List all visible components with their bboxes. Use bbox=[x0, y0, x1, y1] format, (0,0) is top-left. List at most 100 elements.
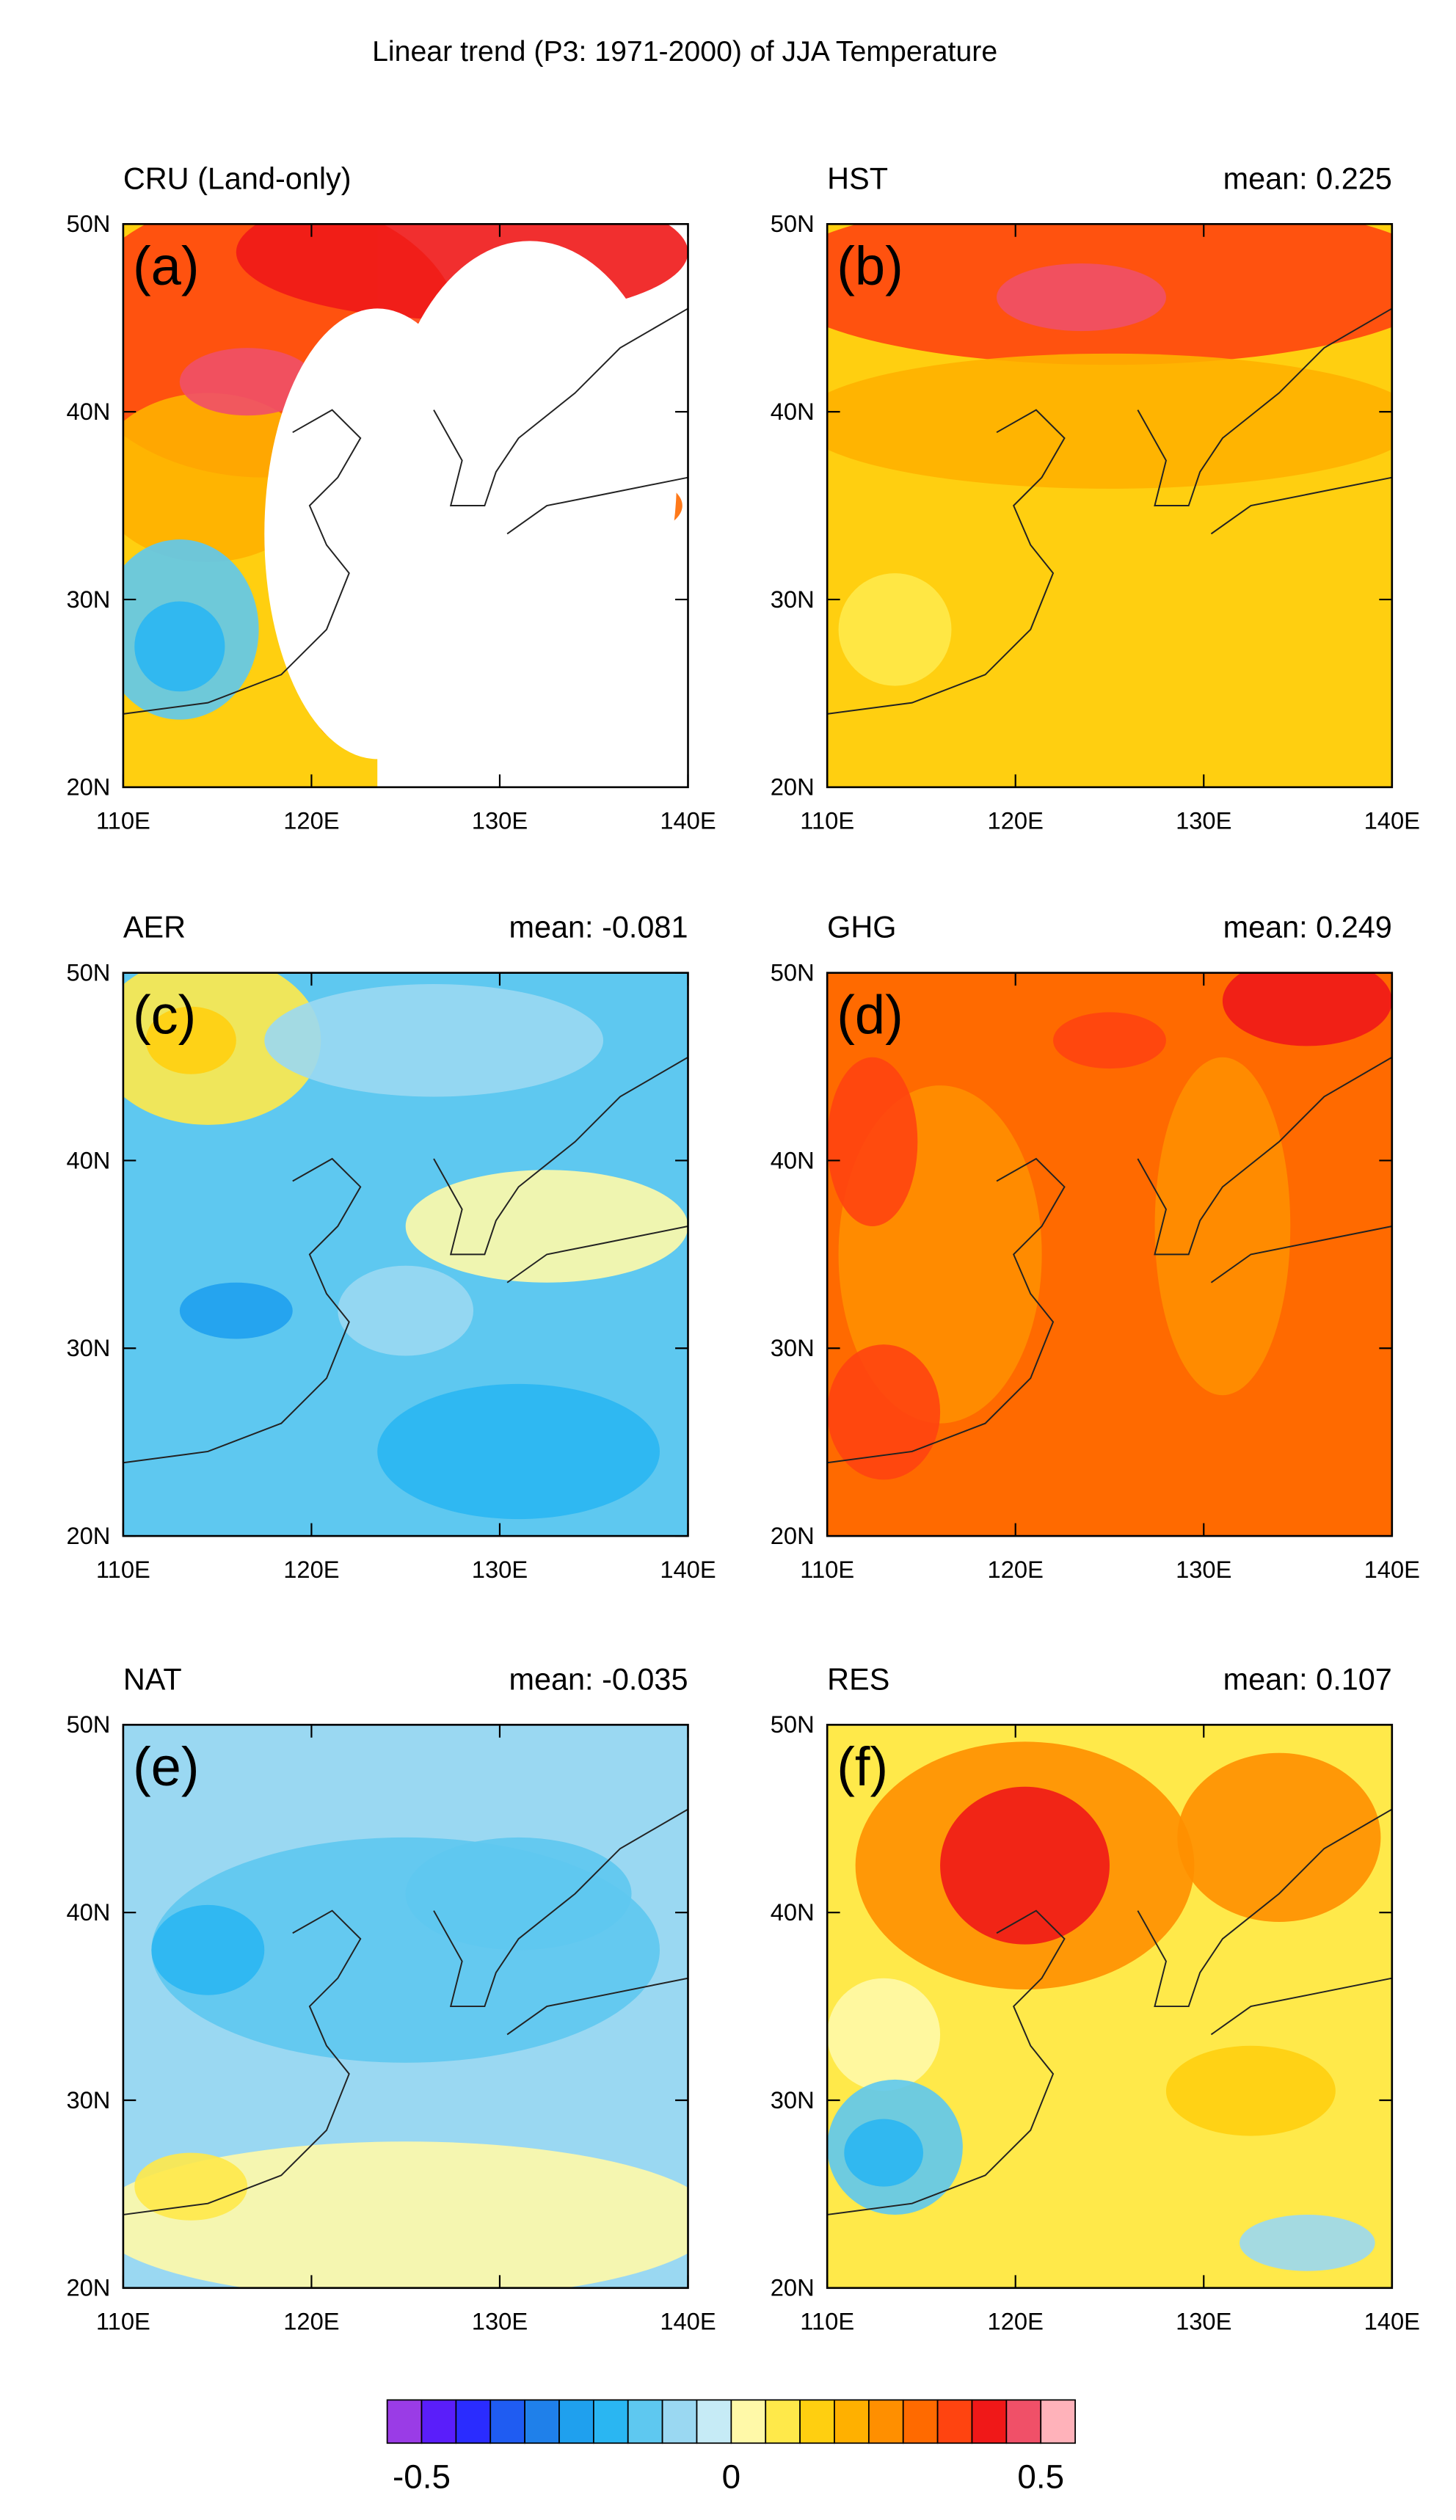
colorbar-box bbox=[627, 2399, 663, 2444]
panel-letter: (e) bbox=[133, 1736, 200, 1797]
field-blob bbox=[940, 1786, 1110, 1945]
map-panel: (f) RES mean: 0.107 50N 40N 30N 20N 110E 120E 130… bbox=[771, 1662, 1420, 2334]
colorbar-label: -0.5 bbox=[393, 2458, 451, 2495]
panel-mean: mean: 0.107 bbox=[1223, 1662, 1392, 1696]
lon-label: 130E bbox=[472, 806, 528, 834]
lon-label: 120E bbox=[283, 1556, 339, 1583]
lon-label: 120E bbox=[283, 2307, 339, 2334]
lon-label: 110E bbox=[800, 1556, 854, 1583]
field-blob bbox=[827, 1344, 941, 1480]
panel-letter: (d) bbox=[837, 984, 903, 1045]
panel-name: CRU (Land-only) bbox=[123, 161, 352, 195]
panel-frame bbox=[122, 1724, 689, 2290]
lat-label: 30N bbox=[771, 1334, 815, 1361]
panel-name: GHG bbox=[827, 911, 896, 944]
panel-name: RES bbox=[827, 1662, 889, 1696]
lat-label: 30N bbox=[66, 586, 110, 613]
coastline bbox=[827, 307, 1392, 715]
lon-label: 130E bbox=[1176, 806, 1231, 834]
colorbar-label: 0 bbox=[722, 2458, 740, 2495]
field-blob bbox=[827, 1057, 918, 1226]
lat-label: 20N bbox=[66, 1522, 110, 1549]
panel-letter: (f) bbox=[837, 1736, 888, 1797]
lon-label: 110E bbox=[96, 806, 150, 834]
panel-frame bbox=[122, 972, 689, 1537]
field-blob bbox=[827, 353, 1392, 489]
field-blob bbox=[1053, 1012, 1166, 1069]
colorbar-box bbox=[971, 2399, 1008, 2444]
colorbar-box bbox=[1040, 2399, 1076, 2444]
map-field bbox=[827, 972, 1392, 1537]
lon-label: 140E bbox=[660, 1556, 716, 1583]
coastline bbox=[123, 1056, 688, 1464]
lat-label: 40N bbox=[771, 1146, 815, 1173]
field-blob bbox=[179, 1282, 293, 1339]
field-blob bbox=[997, 263, 1166, 332]
panel-letter: (c) bbox=[133, 984, 196, 1045]
field-blob bbox=[145, 1006, 236, 1074]
lat-label: 30N bbox=[771, 586, 815, 613]
lon-label: 130E bbox=[1176, 2307, 1231, 2334]
colorbar-box bbox=[1005, 2399, 1042, 2444]
map-panel: (a) CRU (Land-only) 50N 40N 30N 20N 110E 120E 13… bbox=[66, 161, 716, 834]
field-blob bbox=[1154, 1057, 1291, 1396]
field-blob bbox=[377, 1383, 660, 1520]
lat-label: 30N bbox=[66, 1334, 110, 1361]
lon-label: 140E bbox=[660, 2307, 716, 2334]
lon-label: 140E bbox=[1364, 2307, 1420, 2334]
lon-label: 110E bbox=[800, 806, 854, 834]
panel-mean: mean: 0.225 bbox=[1223, 161, 1392, 195]
map-panel: (d) GHG mean: 0.249 50N 40N 30N 20N 110E 120E 130… bbox=[771, 911, 1420, 1583]
colorbar: -0.5 0 0.5 bbox=[386, 2399, 1076, 2495]
lat-label: 30N bbox=[771, 2086, 815, 2113]
field-blob bbox=[134, 601, 225, 692]
lat-label: 20N bbox=[771, 1522, 815, 1549]
map-field bbox=[123, 224, 688, 787]
coastline bbox=[827, 1056, 1392, 1464]
field-blob bbox=[405, 1170, 688, 1283]
panel-letter: (b) bbox=[837, 236, 903, 296]
colorbar-box bbox=[902, 2399, 939, 2444]
panel-mean: mean: 0.249 bbox=[1223, 911, 1392, 944]
lon-label: 140E bbox=[660, 806, 716, 834]
lon-label: 140E bbox=[1364, 806, 1420, 834]
field-blob bbox=[1222, 972, 1392, 1046]
lon-label: 130E bbox=[1176, 1556, 1231, 1583]
lat-label: 50N bbox=[66, 210, 110, 237]
lat-label: 50N bbox=[771, 1711, 815, 1738]
field-blob bbox=[179, 348, 316, 416]
panel-frame bbox=[826, 1724, 1394, 2290]
colorbar-box bbox=[834, 2399, 870, 2444]
colorbar-box bbox=[386, 2399, 423, 2444]
field-blob bbox=[1177, 1752, 1381, 1922]
lat-label: 50N bbox=[66, 1711, 110, 1738]
colorbar-box bbox=[696, 2399, 732, 2444]
lat-label: 40N bbox=[66, 398, 110, 425]
field-blob bbox=[151, 1904, 265, 1995]
field-blob bbox=[1239, 2215, 1375, 2271]
field-blob bbox=[338, 1265, 474, 1356]
lat-label: 50N bbox=[66, 959, 110, 986]
lat-label: 40N bbox=[66, 1146, 110, 1173]
map-panel: (e) NAT mean: -0.035 50N 40N 30N 20N 110E 120E 13… bbox=[66, 1662, 716, 2334]
field-blob bbox=[123, 2141, 688, 2288]
panel-mean: mean: -0.035 bbox=[509, 1662, 688, 1696]
lat-label: 20N bbox=[66, 773, 110, 801]
lat-label: 40N bbox=[771, 1898, 815, 1926]
colorbar-box bbox=[524, 2399, 560, 2444]
colorbar-box bbox=[765, 2399, 801, 2444]
map-panel: (c) AER mean: -0.081 50N 40N 30N 20N 110E 120E 13… bbox=[66, 911, 716, 1583]
map-field bbox=[123, 972, 688, 1537]
colorbar-label: 0.5 bbox=[1017, 2458, 1064, 2495]
field-blob bbox=[1165, 2045, 1336, 2136]
field-blob bbox=[844, 2119, 924, 2187]
lat-label: 50N bbox=[771, 959, 815, 986]
colorbar-box bbox=[558, 2399, 594, 2444]
coastline bbox=[123, 307, 688, 715]
map-panel: (b) HST mean: 0.225 50N 40N 30N 20N 110E 120E 130… bbox=[771, 161, 1420, 834]
lon-label: 120E bbox=[988, 806, 1044, 834]
figure-title: Linear trend (P3: 1971-2000) of JJA Temp… bbox=[372, 35, 997, 68]
colorbar-box bbox=[799, 2399, 835, 2444]
panel-letter: (a) bbox=[133, 236, 200, 296]
